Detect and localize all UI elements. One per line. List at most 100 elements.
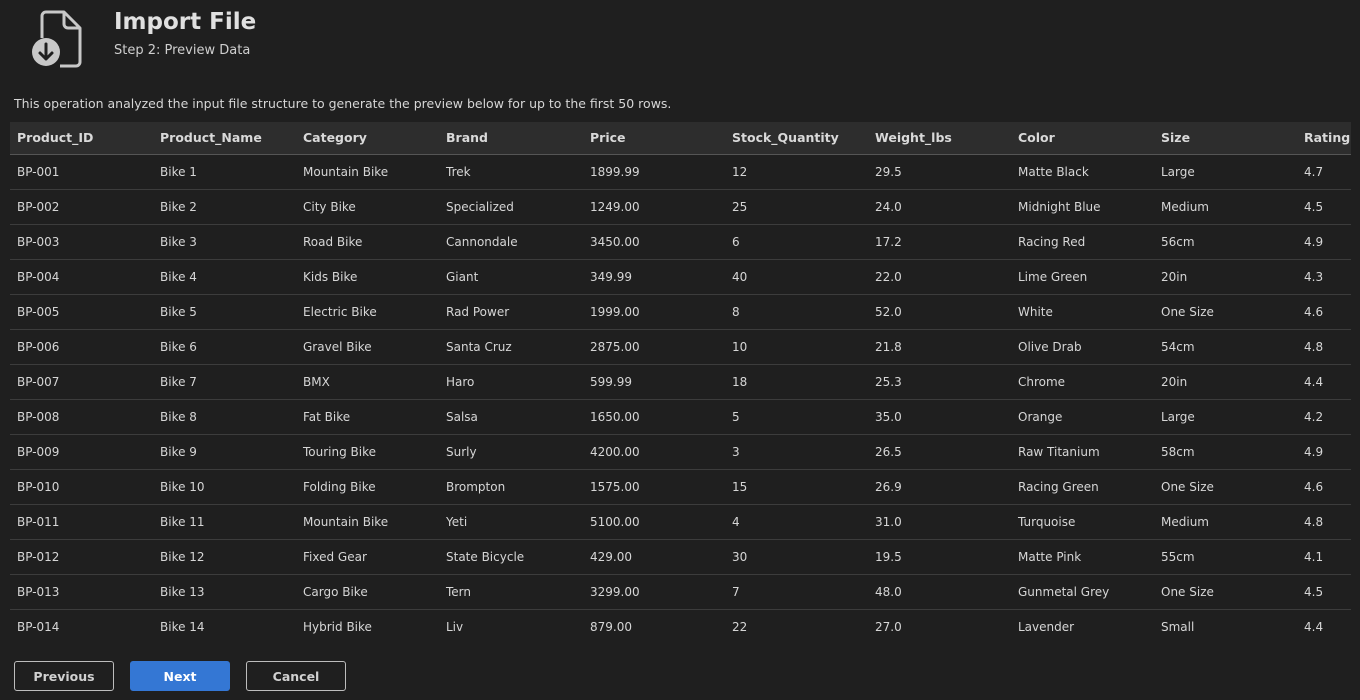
table-cell: One Size xyxy=(1154,574,1297,610)
table-cell: BP-002 xyxy=(10,189,153,225)
table-cell: White xyxy=(1011,294,1154,330)
table-row: BP-009 Bike 9 Touring Bike Surly 4200.00 3 26.… xyxy=(10,434,1351,470)
table-cell: 4200.00 xyxy=(583,434,725,470)
table-cell: 3 xyxy=(725,434,868,470)
table-row: BP-002 Bike 2 City Bike Specialized 1249.00 2… xyxy=(10,189,1351,225)
table-cell: Bike 14 xyxy=(160,619,205,634)
table-cell: 4.4 xyxy=(1297,364,1351,400)
description-text: This operation analyzed the input file s… xyxy=(14,96,672,111)
table-cell: 25 xyxy=(725,189,868,225)
table-row: BP-004 Bike 4 Kids Bike Giant 349.99 40 22.0 Li… xyxy=(10,259,1351,295)
table-cell: 4.8 xyxy=(1297,329,1351,365)
table-cell: Bike 13 xyxy=(153,574,296,610)
table-cell: Giant xyxy=(439,259,583,295)
column-header[interactable]: Brand xyxy=(439,122,583,155)
table-cell: Raw Titanium xyxy=(1011,434,1154,470)
table-cell: Turquoise xyxy=(1011,504,1154,540)
table-cell: Medium xyxy=(1154,504,1297,540)
table-cell: 8 xyxy=(725,294,868,330)
preview-table: Product_ID Product_Name Category Brand Price… xyxy=(10,122,1351,644)
table-cell: Midnight Blue xyxy=(1011,189,1154,225)
table-row: BP-001 Bike 1 Mountain Bike Trek 1899.99 12 29… xyxy=(10,154,1351,190)
table-cell: Tern xyxy=(439,574,583,610)
table-row: BP-010 Bike 10 Folding Bike Brompton 1575.00… xyxy=(10,469,1351,505)
table-cell: Small xyxy=(1161,619,1195,634)
table-cell: Fat Bike xyxy=(296,399,439,435)
column-header[interactable]: Category xyxy=(296,122,439,155)
table-cell: BP-011 xyxy=(10,504,153,540)
table-cell: 6 xyxy=(725,224,868,260)
table-cell: BP-004 xyxy=(10,259,153,295)
table-row: BP-014 Bike 14 Hybrid Bike Liv 879.00 22 27.0 L… xyxy=(10,609,1351,644)
table-cell: 17.2 xyxy=(868,224,1011,260)
table-cell: Bike 3 xyxy=(153,224,296,260)
table-cell: Mountain Bike xyxy=(296,504,439,540)
table-cell: 22 xyxy=(732,619,748,634)
table-row: BP-006 Bike 6 Gravel Bike Santa Cruz 2875.00… xyxy=(10,329,1351,365)
table-cell: Bike 7 xyxy=(153,364,296,400)
table-cell: Mountain Bike xyxy=(296,154,439,190)
table-cell: 20in xyxy=(1154,364,1297,400)
table-cell: 4.3 xyxy=(1297,259,1351,295)
table-cell: BP-006 xyxy=(10,329,153,365)
column-header[interactable]: Product_Name xyxy=(153,122,296,155)
table-cell: Cannondale xyxy=(439,224,583,260)
column-header[interactable]: Color xyxy=(1011,122,1154,155)
table-cell: 599.99 xyxy=(583,364,725,400)
column-header[interactable]: Size xyxy=(1154,122,1297,155)
table-cell: 20in xyxy=(1154,259,1297,295)
table-cell: BP-014 xyxy=(17,619,60,634)
table-cell: 27.0 xyxy=(875,619,902,634)
table-cell: 24.0 xyxy=(868,189,1011,225)
table-cell: Cargo Bike xyxy=(296,574,439,610)
table-cell: 26.5 xyxy=(868,434,1011,470)
table-cell: 4.6 xyxy=(1297,469,1351,505)
table-cell: Bike 11 xyxy=(153,504,296,540)
table-cell: Rad Power xyxy=(439,294,583,330)
table-cell: 54cm xyxy=(1154,329,1297,365)
table-cell: 879.00 xyxy=(590,619,632,634)
table-cell: 4.1 xyxy=(1297,539,1351,575)
table-cell: Kids Bike xyxy=(296,259,439,295)
table-cell: 7 xyxy=(725,574,868,610)
table-cell: One Size xyxy=(1154,469,1297,505)
table-cell: 1899.99 xyxy=(583,154,725,190)
table-cell: Racing Red xyxy=(1011,224,1154,260)
table-cell: 26.9 xyxy=(868,469,1011,505)
table-row: BP-008 Bike 8 Fat Bike Salsa 1650.00 5 35.0 Ora… xyxy=(10,399,1351,435)
table-cell: 3450.00 xyxy=(583,224,725,260)
table-cell: 4.7 xyxy=(1297,154,1351,190)
table-cell: 4 xyxy=(725,504,868,540)
table-cell: Specialized xyxy=(439,189,583,225)
table-cell: Folding Bike xyxy=(296,469,439,505)
table-cell: 21.8 xyxy=(868,329,1011,365)
table-cell: Bike 8 xyxy=(153,399,296,435)
table-cell: 5 xyxy=(725,399,868,435)
table-cell: 48.0 xyxy=(868,574,1011,610)
column-header[interactable]: Weight_lbs xyxy=(868,122,1011,155)
table-row: BP-005 Bike 5 Electric Bike Rad Power 1999.0… xyxy=(10,294,1351,330)
table-cell: 55cm xyxy=(1154,539,1297,575)
table-cell: Bike 5 xyxy=(153,294,296,330)
table-row: BP-011 Bike 11 Mountain Bike Yeti 5100.00 4 31… xyxy=(10,504,1351,540)
table-cell: Large xyxy=(1154,399,1297,435)
table-cell: BP-010 xyxy=(10,469,153,505)
table-cell: 19.5 xyxy=(868,539,1011,575)
table-cell: 15 xyxy=(725,469,868,505)
cancel-button[interactable]: Cancel xyxy=(246,661,346,691)
table-cell: Bike 2 xyxy=(153,189,296,225)
table-cell: BP-001 xyxy=(10,154,153,190)
column-header[interactable]: Price xyxy=(583,122,725,155)
column-header[interactable]: Stock_Quantity xyxy=(725,122,868,155)
table-cell: 31.0 xyxy=(868,504,1011,540)
table-cell: 5100.00 xyxy=(583,504,725,540)
column-header[interactable]: Product_ID xyxy=(10,122,153,155)
table-cell: BP-009 xyxy=(10,434,153,470)
table-row: BP-003 Bike 3 Road Bike Cannondale 3450.00 6 1… xyxy=(10,224,1351,260)
table-cell: Large xyxy=(1154,154,1297,190)
table-cell: City Bike xyxy=(296,189,439,225)
next-button[interactable]: Next xyxy=(130,661,230,691)
table-cell: 4.4 xyxy=(1304,619,1324,634)
column-header[interactable]: Rating xyxy=(1297,122,1351,155)
previous-button[interactable]: Previous xyxy=(14,661,114,691)
